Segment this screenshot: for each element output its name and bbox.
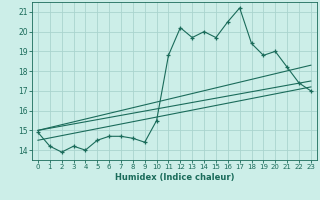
X-axis label: Humidex (Indice chaleur): Humidex (Indice chaleur) [115, 173, 234, 182]
